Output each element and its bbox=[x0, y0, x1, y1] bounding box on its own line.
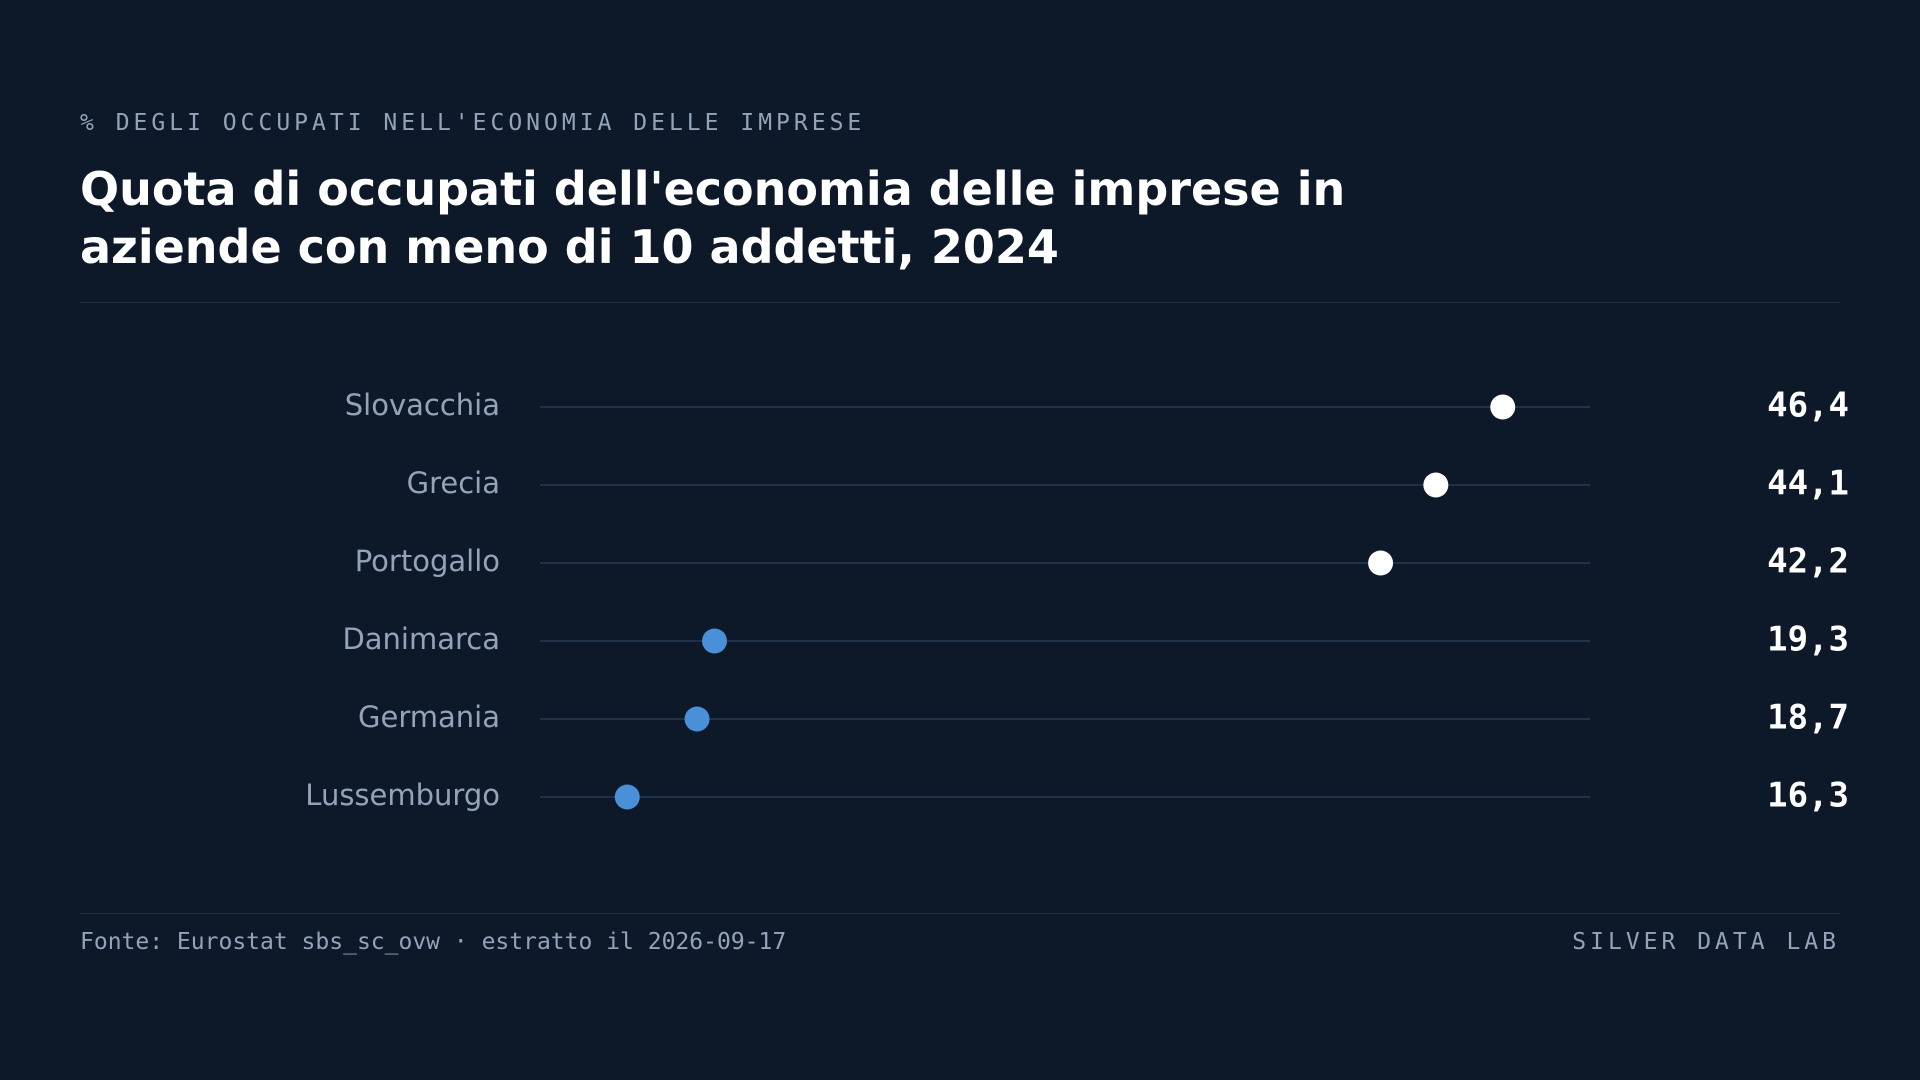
value-label: 19,3 bbox=[1767, 620, 1849, 660]
chart-title: Quota di occupati dell'economia delle im… bbox=[80, 162, 1346, 274]
divider bbox=[80, 913, 1840, 914]
category-label: Germania bbox=[358, 700, 500, 734]
source: Fonte: Eurostat sbs_sc_ovw · estratto il… bbox=[80, 929, 787, 955]
value-label: 46,4 bbox=[1767, 386, 1849, 426]
value-label: 18,7 bbox=[1767, 698, 1849, 738]
category-label: Slovacchia bbox=[345, 388, 500, 422]
kicker: % DEGLI OCCUPATI NELL'ECONOMIA DELLE IMP… bbox=[80, 110, 866, 136]
value-label: 44,1 bbox=[1767, 464, 1849, 504]
dot bbox=[684, 706, 710, 732]
value-label: 16,3 bbox=[1767, 776, 1849, 816]
category-label: Portogallo bbox=[355, 544, 500, 578]
dot bbox=[1368, 550, 1394, 576]
category-label: Grecia bbox=[407, 466, 500, 500]
category-label: Danimarca bbox=[342, 622, 500, 656]
dot bbox=[1423, 472, 1449, 498]
divider bbox=[80, 302, 1840, 303]
dot bbox=[702, 628, 728, 654]
value-label: 42,2 bbox=[1767, 542, 1849, 582]
dot bbox=[614, 784, 640, 810]
dot bbox=[1490, 394, 1516, 420]
brand: SILVER DATA LAB bbox=[1572, 929, 1840, 955]
category-label: Lussemburgo bbox=[305, 778, 500, 812]
